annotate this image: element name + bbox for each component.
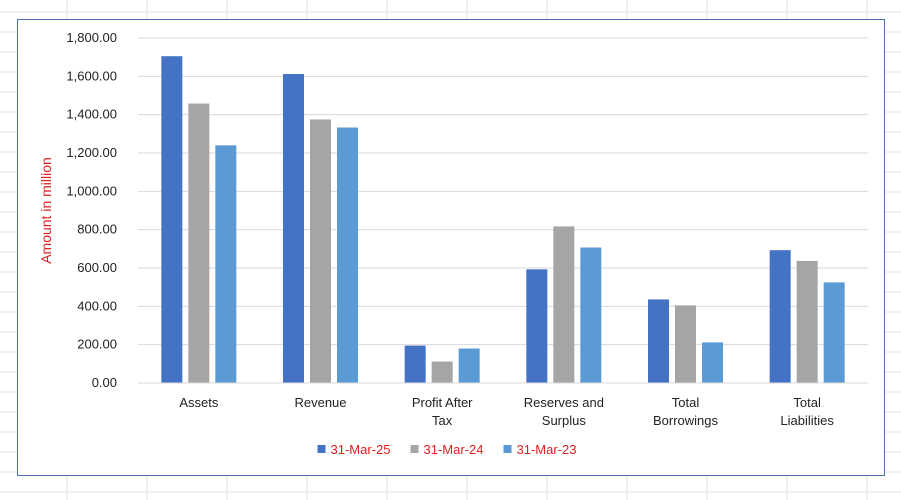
x-tick-label: Liabilities <box>780 413 834 428</box>
bar-series <box>161 56 845 384</box>
bar <box>215 145 237 383</box>
y-tick-label: 400.00 <box>77 298 117 313</box>
bar <box>526 269 548 383</box>
legend-label: 31-Mar-25 <box>331 442 391 457</box>
bar <box>675 305 696 383</box>
x-tick-label: Profit After <box>412 395 473 410</box>
legend-swatch <box>503 445 512 453</box>
y-tick-label: 1,600.00 <box>66 68 117 83</box>
bar <box>283 74 304 384</box>
legend-label: 31-Mar-23 <box>517 442 577 457</box>
y-tick-label: 1,400.00 <box>66 107 117 122</box>
bar <box>431 361 453 383</box>
bar <box>769 250 791 383</box>
x-axis-category-labels: Assets Revenue Profit After Tax Reserves and… <box>179 395 834 428</box>
bar <box>702 342 723 383</box>
y-tick-label: 600.00 <box>77 260 117 275</box>
bar <box>796 260 818 383</box>
x-tick-label: Borrowings <box>653 413 719 428</box>
bar <box>404 345 426 383</box>
y-axis-tick-labels: 0.00 200.00 400.00 600.00 800.00 1,000.00 1,20… <box>66 30 117 390</box>
bar <box>337 127 358 383</box>
y-tick-label: 1,200.00 <box>66 145 117 160</box>
y-gridlines <box>138 37 868 346</box>
bar-chart: 0.00 200.00 400.00 600.00 800.00 1,000.00 1,20… <box>38 30 868 457</box>
legend: 31-Mar-25 31-Mar-24 31-Mar-23 <box>317 442 577 457</box>
x-tick-label: Assets <box>179 395 219 410</box>
bar <box>458 348 480 383</box>
legend-swatch <box>410 445 419 453</box>
legend-swatch <box>317 445 326 453</box>
bar <box>823 282 845 383</box>
bar <box>553 226 575 383</box>
legend-label: 31-Mar-24 <box>424 442 484 457</box>
bar <box>648 299 669 383</box>
x-tick-label: Tax <box>432 413 453 428</box>
bar <box>310 119 331 383</box>
y-tick-label: 0.00 <box>92 375 117 390</box>
y-tick-label: 1,000.00 <box>66 183 117 198</box>
x-tick-label: Total <box>793 395 821 410</box>
bar <box>580 247 602 383</box>
y-tick-label: 800.00 <box>77 222 117 237</box>
chart-area[interactable]: 0.00 200.00 400.00 600.00 800.00 1,000.00 1,20… <box>17 19 885 476</box>
bar <box>188 103 210 384</box>
y-tick-label: 200.00 <box>77 337 117 352</box>
x-tick-label: Total <box>672 395 700 410</box>
x-tick-label: Revenue <box>294 395 346 410</box>
y-tick-label: 1,800.00 <box>66 30 117 45</box>
y-axis-label: Amount in million <box>38 157 54 264</box>
x-tick-label: Surplus <box>542 413 587 428</box>
bar <box>161 56 183 383</box>
x-tick-label: Reserves and <box>524 395 604 410</box>
